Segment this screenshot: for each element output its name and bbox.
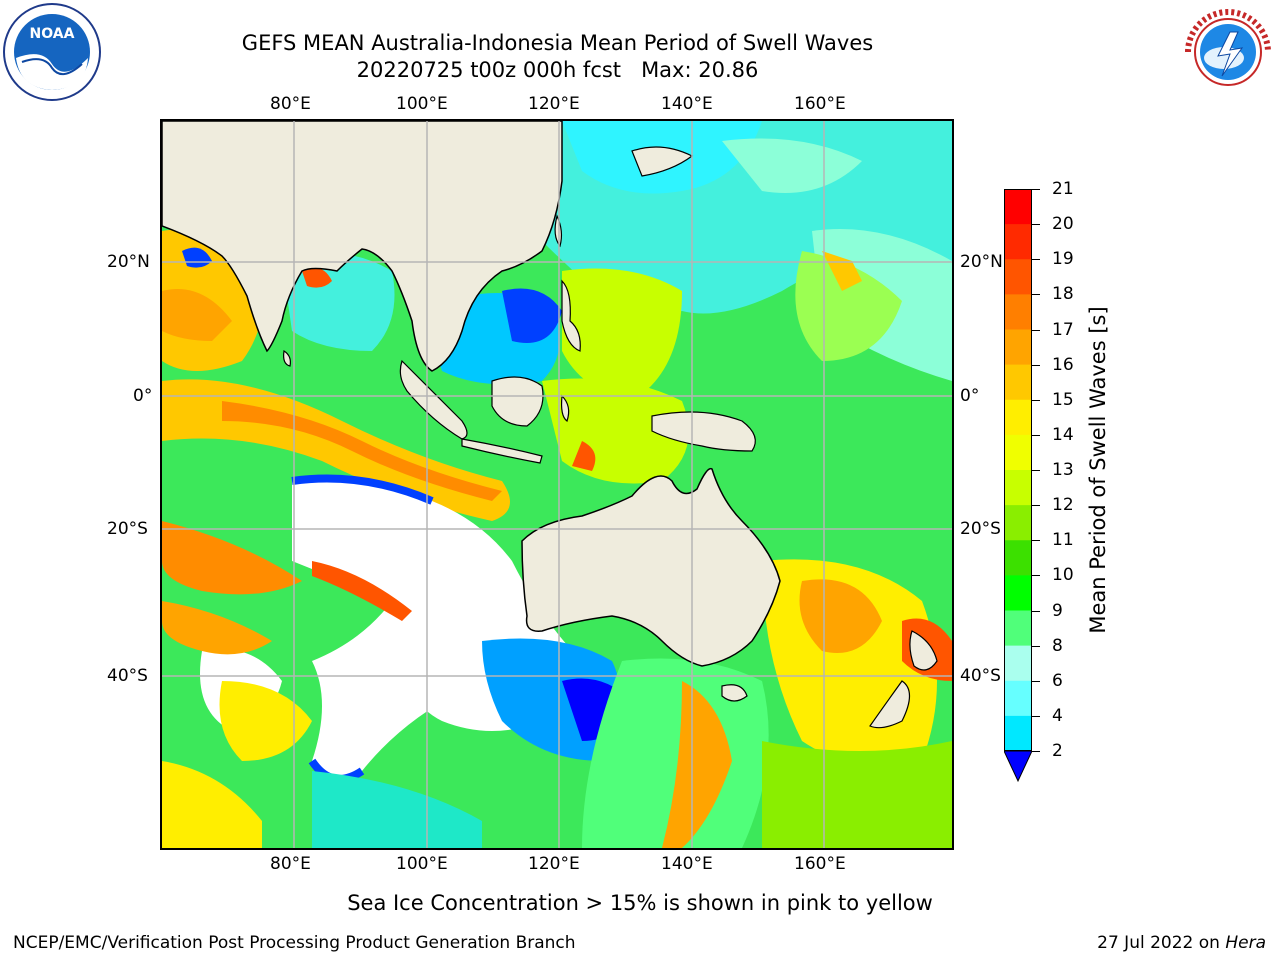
colorbar-segment	[1004, 715, 1032, 752]
colorbar-tick-label: 10	[1052, 565, 1074, 586]
lon-tick-bottom-160e: 160°E	[794, 854, 846, 874]
colorbar-tick-label: 16	[1052, 354, 1074, 375]
lat-tick-left-0: 0°	[133, 386, 153, 406]
colorbar-tick-mark	[1032, 329, 1040, 331]
lat-tick-right-20n: 20°N	[960, 252, 1003, 272]
noaa-logo-text: NOAA	[30, 26, 75, 42]
lon-tick-bottom-80e: 80°E	[270, 854, 311, 874]
lon-tick-bottom-100e: 100°E	[396, 854, 448, 874]
sea-ice-note: Sea Ice Concentration > 15% is shown in …	[347, 891, 933, 915]
nws-logo	[1178, 2, 1278, 102]
colorbar-tick-label: 9	[1052, 600, 1063, 621]
colorbar-segment	[1004, 470, 1032, 506]
colorbar-segment	[1004, 610, 1032, 647]
lat-tick-right-20s: 20°S	[960, 519, 1001, 539]
footer-host: Hera	[1225, 933, 1266, 953]
colorbar-tick-mark	[1032, 364, 1040, 366]
colorbar-tick-label: 20	[1052, 214, 1074, 235]
colorbar-segment	[1004, 364, 1032, 401]
colorbar-segment	[1004, 294, 1032, 330]
lon-tick-top-80e: 80°E	[270, 94, 311, 114]
colorbar-segment	[1004, 575, 1032, 611]
swell-period-field	[162, 121, 952, 848]
footer-credit: NCEP/EMC/Verification Post Processing Pr…	[13, 933, 576, 953]
colorbar-segment	[1004, 189, 1032, 225]
colorbar-extend-arrow	[1003, 750, 1033, 783]
colorbar-tick-label: 19	[1052, 249, 1074, 270]
colorbar-tick-label: 13	[1052, 460, 1074, 480]
map-panel	[160, 119, 954, 850]
colorbar-segment	[1004, 680, 1032, 717]
colorbar-tick-label: 6	[1052, 670, 1063, 691]
lon-tick-top-140e: 140°E	[661, 94, 713, 114]
colorbar-tick-label: 12	[1052, 495, 1074, 516]
colorbar-tick-mark	[1032, 434, 1040, 436]
colorbar-tick-label: 15	[1052, 389, 1074, 410]
lon-tick-top-120e: 120°E	[528, 94, 580, 114]
colorbar-tick-mark	[1032, 540, 1040, 542]
colorbar-tick-label: 17	[1052, 319, 1074, 340]
colorbar-tick-mark	[1032, 751, 1040, 752]
colorbar-segment	[1004, 259, 1032, 295]
colorbar-tick-label: 14	[1052, 424, 1074, 445]
colorbar-tick-mark	[1032, 505, 1040, 507]
colorbar-segment	[1004, 434, 1032, 471]
colorbar-tick-label: 8	[1052, 635, 1063, 656]
colorbar-tick-mark	[1032, 575, 1040, 577]
lat-tick-right-40s: 40°S	[960, 666, 1001, 686]
colorbar-tick-label: 11	[1052, 530, 1074, 551]
colorbar	[1003, 189, 1033, 783]
colorbar-tick-label: 4	[1052, 705, 1063, 726]
colorbar-tick-mark	[1032, 715, 1040, 717]
colorbar-label: Mean Period of Swell Waves [s]	[1086, 306, 1110, 634]
lon-tick-bottom-120e: 120°E	[528, 854, 580, 874]
colorbar-segment	[1004, 399, 1032, 436]
chart-subtitle: 20220725 t00z 000h fcst Max: 20.86	[356, 58, 759, 82]
colorbar-segment	[1004, 224, 1032, 260]
lat-tick-right-0: 0°	[960, 386, 980, 406]
colorbar-tick-mark	[1032, 470, 1040, 471]
colorbar-tick-mark	[1032, 294, 1040, 296]
colorbar-segment	[1004, 329, 1032, 366]
lon-tick-bottom-140e: 140°E	[661, 854, 713, 874]
lat-tick-left-20n: 20°N	[107, 252, 150, 272]
colorbar-tick-label: 2	[1052, 741, 1063, 761]
colorbar-tick-mark	[1032, 680, 1040, 682]
lat-tick-left-40s: 40°S	[107, 666, 148, 686]
chart-title: GEFS MEAN Australia-Indonesia Mean Perio…	[241, 31, 874, 55]
colorbar-tick-label: 18	[1052, 284, 1074, 305]
colorbar-tick-mark	[1032, 610, 1040, 612]
colorbar-tick-mark	[1032, 399, 1040, 401]
colorbar-segment	[1004, 645, 1032, 682]
footer-date: 27 Jul 2022 on Hera	[1097, 933, 1266, 953]
lat-tick-left-20s: 20°S	[107, 519, 148, 539]
lon-tick-top-160e: 160°E	[794, 94, 846, 114]
noaa-logo: NOAA	[2, 2, 102, 102]
colorbar-tick-mark	[1032, 224, 1040, 226]
colorbar-tick-mark	[1032, 645, 1040, 647]
colorbar-tick-mark	[1032, 189, 1040, 190]
colorbar-tick-label: 21	[1052, 179, 1074, 199]
colorbar-tick-mark	[1032, 259, 1040, 261]
colorbar-segment	[1004, 540, 1032, 576]
footer-date-text: 27 Jul 2022 on	[1097, 933, 1226, 953]
colorbar-segment	[1004, 505, 1032, 541]
lon-tick-top-100e: 100°E	[396, 94, 448, 114]
